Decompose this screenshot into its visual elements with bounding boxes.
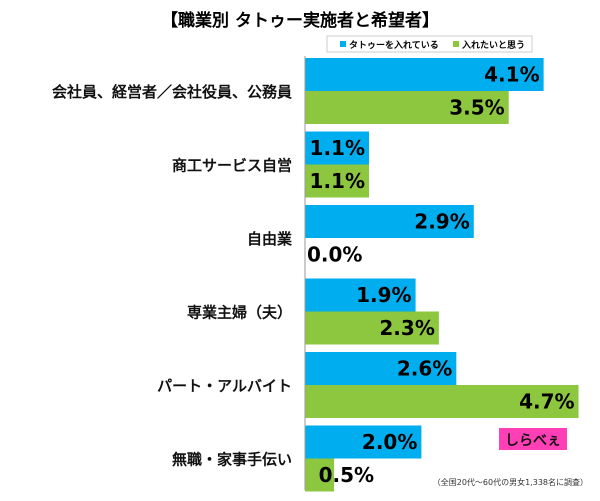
bar-0 (305, 352, 457, 385)
bar-0 (305, 205, 474, 238)
bar-1 (305, 458, 335, 492)
bar-1 (305, 385, 579, 418)
bar-0 (305, 425, 422, 459)
data-label: 2.0% (362, 430, 417, 454)
category-label: 無職・家事手伝い (172, 451, 292, 469)
legend-label-1: 入れたいと思う (461, 40, 525, 51)
bar-1 (305, 91, 509, 124)
bar-0 (305, 58, 544, 91)
bar-0 (305, 278, 416, 312)
footnote: （全国20代～60代の男女1,338名に調査） (433, 477, 588, 487)
svg-text:しらべぇ: しらべぇ (505, 433, 561, 449)
bar-1 (305, 164, 370, 198)
data-label: 4.1% (484, 63, 539, 87)
bar-1 (305, 311, 439, 345)
data-label: 2.3% (379, 316, 434, 340)
data-label: 3.5% (449, 96, 504, 120)
legend-swatch-blue (340, 41, 346, 47)
data-label: 1.1% (310, 136, 365, 160)
data-label: 1.9% (356, 283, 411, 307)
data-label: 1.1% (310, 169, 365, 193)
data-label: 2.6% (397, 357, 452, 381)
data-label: 2.9% (414, 210, 469, 234)
category-label: 自由業 (247, 230, 293, 248)
bar-0 (305, 131, 370, 165)
data-label: 0.0% (307, 243, 362, 267)
category-label: 商工サービス自営 (172, 157, 292, 175)
legend-swatch-green (453, 41, 459, 47)
category-label: 会社員、経営者／会社役員、公務員 (52, 83, 292, 101)
logo: しらべぇ (499, 428, 567, 450)
data-label: 4.7% (519, 390, 574, 414)
category-label: パート・アルバイト (157, 377, 292, 395)
category-label: 専業主婦（夫） (187, 304, 292, 322)
legend: タトゥーを入れている 入れたいと思う (326, 35, 533, 53)
legend-label-0: タトゥーを入れている (349, 39, 439, 51)
data-label: 0.5% (319, 463, 374, 487)
chart-title: 【職業別 タトゥー実施者と希望者】 (161, 10, 439, 31)
